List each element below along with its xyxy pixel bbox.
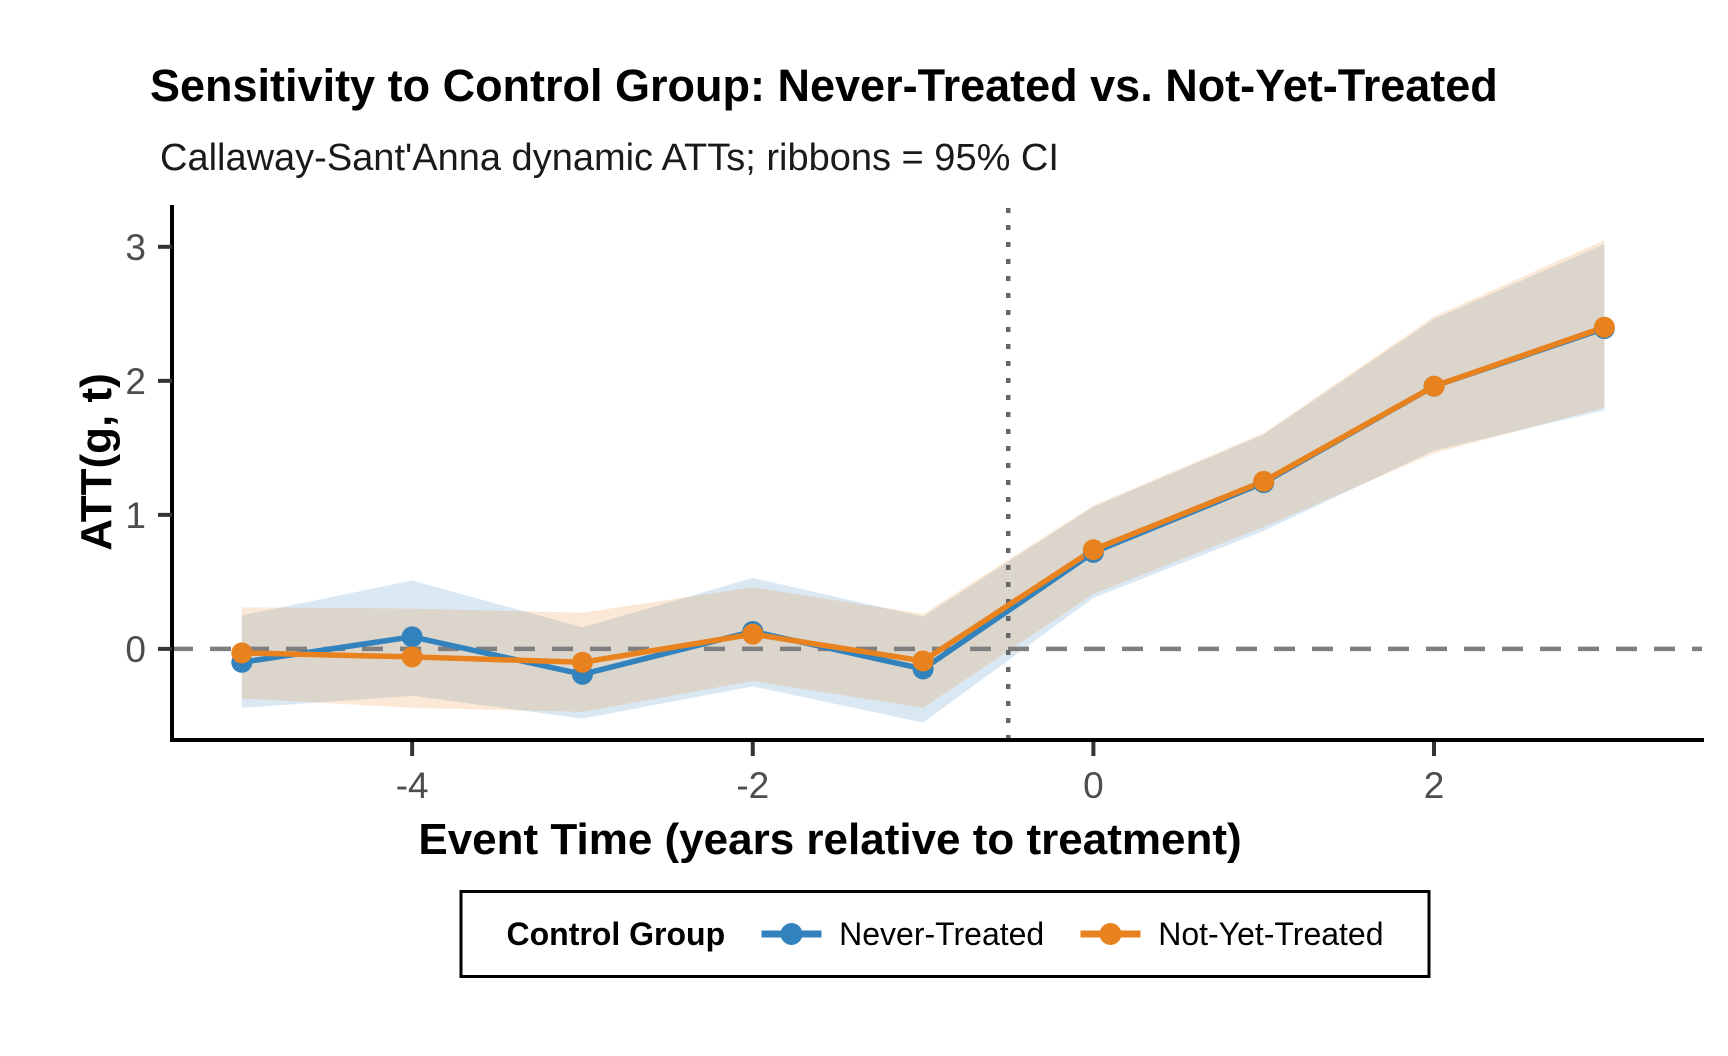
legend-label: Never-Treated <box>839 915 1045 952</box>
y-axis-title: ATT(g, t) <box>72 373 121 551</box>
legend-title: Control Group <box>506 915 726 952</box>
ci-ribbon-never-treated <box>241 244 1605 723</box>
x-tick-label: 2 <box>1424 765 1445 806</box>
ci-ribbon-not-yet-treated <box>241 240 1605 712</box>
data-point-not-yet-treated <box>1423 375 1445 397</box>
legend: Control Group Never-Treated Not-Yet-Trea… <box>459 890 1431 978</box>
legend-entry-never-treated: Never-Treated <box>759 914 1044 954</box>
y-tick-label: 0 <box>125 629 146 670</box>
x-tick-label: 0 <box>1083 765 1104 806</box>
data-point-not-yet-treated <box>742 623 764 645</box>
data-point-not-yet-treated <box>401 646 423 668</box>
data-point-not-yet-treated <box>912 650 934 672</box>
data-point-not-yet-treated <box>1253 470 1275 492</box>
x-tick-label: -4 <box>396 765 429 806</box>
chart-title: Sensitivity to Control Group: Never-Trea… <box>150 60 1498 111</box>
y-tick-label: 1 <box>125 495 146 536</box>
data-point-not-yet-treated <box>1593 316 1615 338</box>
chart-subtitle: Callaway-Sant'Anna dynamic ATTs; ribbons… <box>160 137 1059 179</box>
x-axis-title: Event Time (years relative to treatment) <box>418 815 1242 864</box>
data-point-never-treated <box>401 626 423 648</box>
legend-entry-not-yet-treated: Not-Yet-Treated <box>1078 914 1384 954</box>
never-treated-key-icon <box>761 923 822 945</box>
data-point-not-yet-treated <box>571 651 593 673</box>
y-tick-label: 2 <box>125 361 146 402</box>
not-yet-treated-key-icon <box>1080 923 1141 945</box>
y-tick-label: 3 <box>125 227 146 268</box>
data-point-not-yet-treated <box>1082 539 1104 561</box>
x-tick-label: -2 <box>736 765 769 806</box>
legend-label: Not-Yet-Treated <box>1158 915 1384 952</box>
data-point-not-yet-treated <box>231 642 253 664</box>
